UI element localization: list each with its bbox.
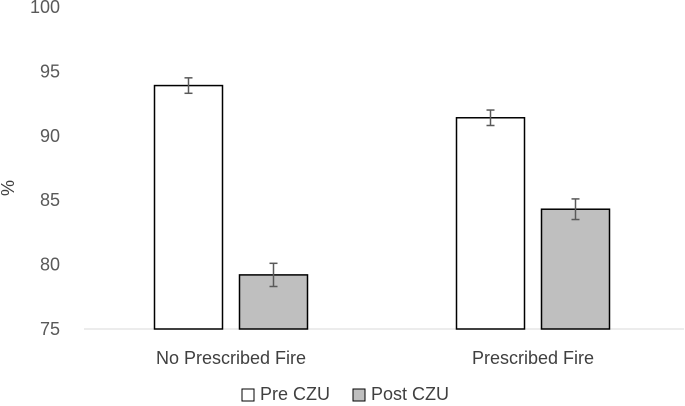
y-tick-label: 80 — [40, 255, 60, 275]
legend-label: Post CZU — [371, 384, 449, 404]
error-bar — [486, 109, 495, 127]
legend-label: Pre CZU — [260, 384, 330, 404]
y-tick-label: 100 — [30, 0, 60, 17]
legend-swatch — [352, 388, 366, 402]
bar-post-czu — [540, 208, 611, 330]
legend-swatch — [241, 388, 255, 402]
bars — [153, 84, 611, 330]
y-tick-label: 75 — [40, 319, 60, 339]
y-tick-label: 90 — [40, 126, 60, 146]
y-tick-label: 95 — [40, 61, 60, 81]
y-axis-ticks: 75 80 85 90 95 100 — [30, 0, 60, 339]
category-labels: No Prescribed Fire Prescribed Fire — [156, 348, 594, 368]
y-axis-label: % — [0, 180, 18, 196]
category-label: Prescribed Fire — [472, 348, 594, 368]
error-bar — [269, 262, 278, 288]
error-bar — [184, 77, 193, 95]
error-bars — [184, 77, 580, 288]
y-tick-label: 85 — [40, 190, 60, 210]
bar-pre-czu — [153, 84, 224, 330]
error-bar — [571, 198, 580, 221]
bar-pre-czu — [455, 117, 526, 330]
category-label: No Prescribed Fire — [156, 348, 306, 368]
legend: Pre CZU Post CZU — [241, 384, 449, 404]
